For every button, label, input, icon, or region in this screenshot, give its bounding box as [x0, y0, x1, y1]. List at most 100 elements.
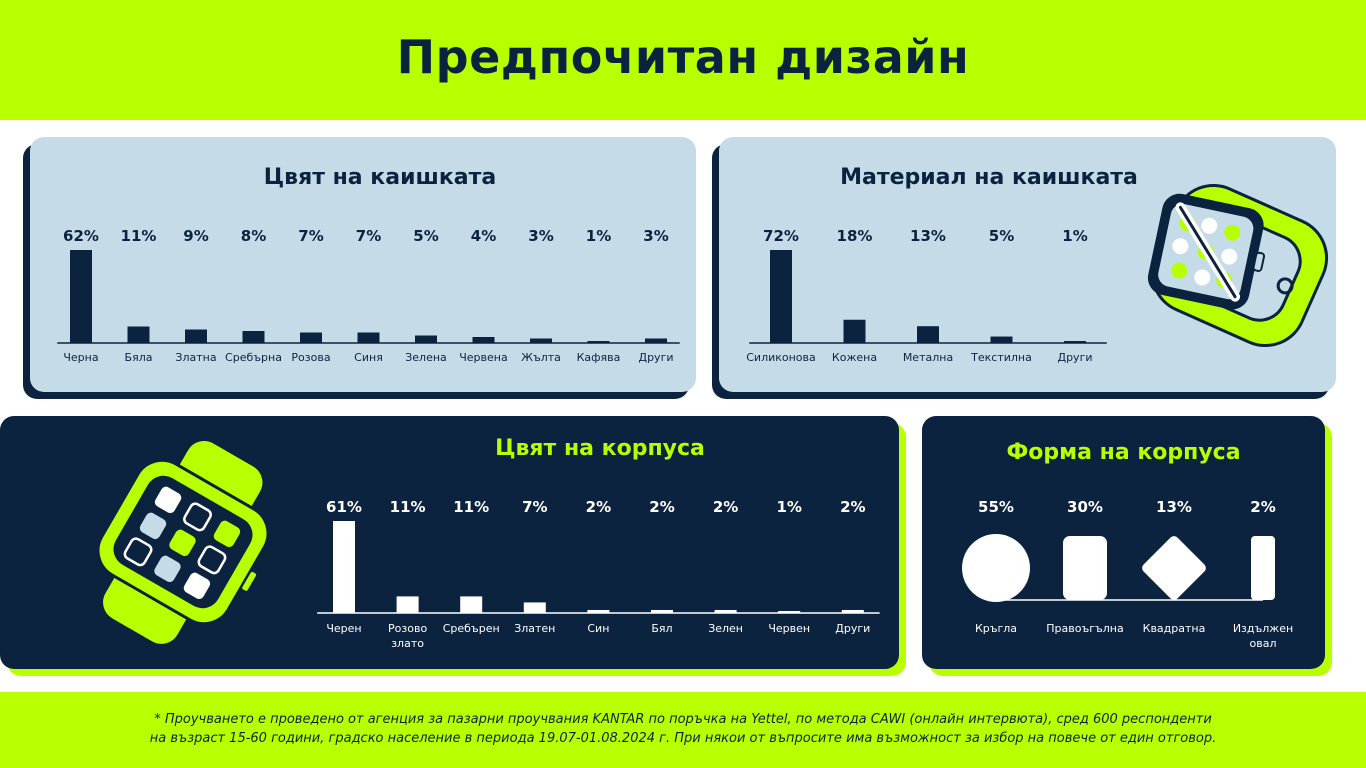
bar-3 [990, 336, 1013, 343]
category-label-8: Други [835, 622, 870, 635]
category-label-9: Кафява [577, 351, 621, 364]
case-color-chart: 61% Черен 11% Розово злато 11% Сребърен 7% Злате… [317, 498, 880, 650]
case-shape-panel: Форма на корпуса 55% Кръгла 30% Правоъгълна… [922, 416, 1325, 669]
category-label-1: Кожена [832, 351, 877, 364]
value-label-7: 1% [776, 498, 801, 516]
category-label-7: Червен [768, 622, 810, 635]
bar-8 [841, 609, 864, 613]
value-label-0: 61% [326, 498, 362, 516]
value-label-8: 3% [528, 227, 553, 245]
category-label-0: Силиконова [746, 351, 816, 364]
bar-1 [396, 596, 419, 613]
value-label-9: 1% [586, 227, 611, 245]
methodology-note-line-1: * Проучването е проведено от агенция за … [154, 712, 1212, 727]
header-band [0, 0, 1366, 120]
value-label-8: 2% [840, 498, 865, 516]
category-label-5: Синя [354, 351, 383, 364]
value-label-2: 13% [1156, 498, 1192, 516]
value-label-4: 1% [1062, 227, 1087, 245]
case-shape-chart: 55% Кръгла 30% Правоъгълна 13% Квадратна 2% Изд… [962, 498, 1293, 650]
value-label-0: 62% [63, 227, 99, 245]
category-label-4: Други [1057, 351, 1092, 364]
case-color-panel: Цвят на корпуса 61% Черен 11% Розово злато 11… [0, 416, 899, 669]
strap-color-title: Цвят на каишката [263, 165, 497, 190]
strap-color-panel: Цвят на каишката 62% Черна 11% Бяла 9% Златна… [30, 137, 696, 392]
bar-10 [645, 338, 667, 343]
bar-6 [415, 335, 437, 343]
category-label-0: Черен [326, 622, 361, 635]
value-label-0: 72% [763, 227, 799, 245]
category-label-1: Бяла [125, 351, 153, 364]
category-label-1: Розово злато [388, 622, 427, 650]
value-label-1: 18% [837, 227, 873, 245]
category-label-4: Син [587, 622, 609, 635]
bar-3 [242, 331, 265, 343]
bar-5 [651, 609, 673, 613]
value-label-2: 9% [183, 227, 208, 245]
smartwatch-front-icon [96, 440, 270, 645]
methodology-note: * Проучването е проведено от агенция за … [70, 710, 1296, 748]
value-label-2: 13% [910, 227, 946, 245]
bar-7 [472, 337, 495, 343]
category-label-8: Жълта [521, 351, 561, 364]
category-label-0: Черна [63, 351, 98, 364]
value-label-6: 2% [713, 498, 738, 516]
category-label-3: Издължен овал [1233, 622, 1293, 650]
value-label-1: 11% [390, 498, 426, 516]
strap-color-chart: 62% Черна 11% Бяла 9% Златна 8% Сребърна 7% Розов… [57, 227, 680, 364]
bar-8 [530, 338, 552, 343]
shape-pill [1251, 536, 1275, 600]
value-label-2: 11% [453, 498, 489, 516]
category-label-5: Бял [651, 622, 672, 635]
category-label-10: Други [638, 351, 673, 364]
bar-5 [357, 332, 380, 343]
bar-3 [523, 602, 546, 613]
value-label-3: 8% [241, 227, 266, 245]
smartwatch-side-icon [1147, 183, 1329, 348]
bar-9 [587, 341, 610, 343]
bar-2 [460, 596, 483, 613]
bar-6 [714, 609, 737, 613]
bar-4 [1064, 341, 1086, 343]
category-label-4: Розова [291, 351, 330, 364]
value-label-5: 2% [649, 498, 674, 516]
page-title: Предпочитан дизайн [396, 30, 970, 84]
category-label-3: Златен [514, 622, 555, 635]
category-label-3: Текстилна [970, 351, 1032, 364]
category-label-7: Червена [459, 351, 507, 364]
bar-2 [185, 329, 207, 343]
bar-0 [70, 250, 92, 343]
category-label-6: Зелен [708, 622, 743, 635]
methodology-note-line-2: на възраст 15-60 години, градско населен… [149, 731, 1217, 746]
strap-material-title: Материал на каишката [840, 165, 1138, 190]
category-label-0: Кръгла [975, 622, 1017, 635]
value-label-4: 7% [298, 227, 323, 245]
bar-2 [917, 326, 939, 343]
bar-0 [333, 521, 355, 613]
category-label-2: Златна [175, 351, 216, 364]
shape-circle [962, 534, 1030, 602]
value-label-0: 55% [978, 498, 1014, 516]
bar-4 [300, 332, 322, 343]
bar-7 [778, 611, 801, 613]
strap-material-panel: Материал на каишката 72% Силиконова 18% Кож… [719, 137, 1336, 392]
category-label-2: Квадратна [1143, 622, 1206, 635]
category-label-2: Сребърен [443, 622, 500, 635]
category-label-1: Правоъгълна [1046, 622, 1124, 635]
category-label-3: Сребърна [225, 351, 282, 364]
case-color-title: Цвят на корпуса [495, 436, 705, 461]
value-label-10: 3% [643, 227, 668, 245]
value-label-4: 2% [586, 498, 611, 516]
value-label-5: 7% [356, 227, 381, 245]
category-label-2: Метална [903, 351, 953, 364]
value-label-6: 5% [413, 227, 438, 245]
category-label-6: Зелена [405, 351, 447, 364]
case-shape-title: Форма на корпуса [1006, 440, 1241, 465]
value-label-3: 2% [1250, 498, 1275, 516]
shape-rounded-rectangle [1063, 536, 1107, 600]
value-label-3: 5% [989, 227, 1014, 245]
value-label-7: 4% [471, 227, 496, 245]
strap-material-chart: 72% Силиконова 18% Кожена 13% Метална 5% Тексти… [746, 227, 1107, 364]
value-label-1: 30% [1067, 498, 1103, 516]
value-label-1: 11% [121, 227, 157, 245]
